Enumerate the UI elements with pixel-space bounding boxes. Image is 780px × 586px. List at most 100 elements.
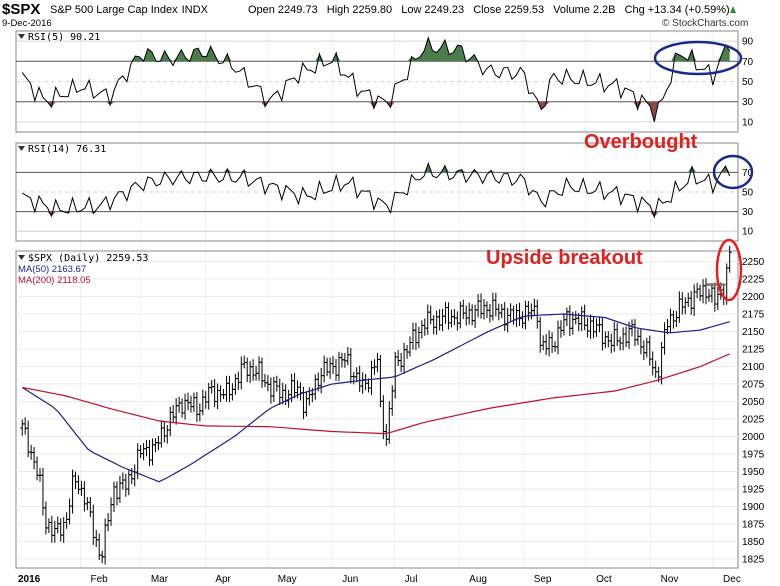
rsi-line — [21, 161, 731, 219]
oversold-fill — [43, 101, 663, 122]
ohlc-bar — [342, 352, 347, 368]
ohlc-bar — [76, 475, 81, 495]
ohlc-bar — [268, 377, 273, 404]
ohlc-bar — [307, 387, 312, 406]
ohlc-bar — [239, 356, 244, 390]
rsi14-highlight-circle — [712, 154, 754, 190]
panel-frame — [15, 250, 739, 569]
ohlc-bar — [73, 471, 78, 490]
x-tick-label: Jul — [405, 574, 418, 585]
ohlc-bar — [410, 322, 415, 350]
ohlc-bar — [446, 302, 451, 330]
ohlc-bar — [561, 313, 566, 336]
ohlc-bar — [177, 396, 182, 413]
ohlc-bar — [153, 438, 158, 453]
y-tick-label: 30 — [742, 207, 754, 218]
ohlc-bar — [680, 291, 685, 315]
ohlc-readout: Open 2249.73 High 2259.80 Low 2249.23 Close… — [248, 4, 730, 16]
ohlc-bar — [183, 393, 188, 420]
ohlc-bar — [632, 319, 637, 347]
ohlc-bar — [689, 290, 694, 315]
index-name-label: S&P 500 Large Cap Index INDX — [50, 4, 209, 16]
ohlc-bar — [203, 391, 208, 409]
ma50-line — [21, 313, 730, 483]
ohlc-bar — [233, 373, 238, 395]
ohlc-bar — [603, 331, 608, 349]
ohlc-bar — [20, 419, 25, 436]
ohlc-bar — [123, 473, 128, 497]
ohlc-bar — [641, 340, 646, 360]
y-tick-label: 70 — [742, 57, 754, 68]
ohlc-bar — [194, 391, 199, 422]
ohlc-bar — [470, 304, 475, 326]
x-tick-label: Feb — [91, 574, 109, 585]
ohlc-bar — [91, 504, 96, 545]
ohlc-bar — [292, 372, 297, 399]
ohlc-bar — [695, 282, 700, 299]
date-label: 9-Dec-2016 — [2, 18, 52, 29]
ohlc-bar — [159, 420, 164, 448]
ohlc-bar — [526, 301, 531, 321]
overbought-fill — [131, 37, 730, 62]
x-tick-label: Apr — [215, 574, 231, 585]
y-tick-label: 1900 — [742, 502, 765, 513]
ohlc-bar — [387, 401, 392, 444]
ohlc-bar — [333, 358, 338, 381]
ohlc-bar — [188, 395, 193, 413]
y-tick-label: 1875 — [742, 519, 765, 530]
watermark: © StockCharts.com — [662, 18, 748, 29]
ohlc-bar — [564, 307, 569, 327]
ohlc-bar — [351, 371, 356, 385]
ohlc-bar — [402, 342, 407, 374]
ohlc-bar — [644, 337, 649, 358]
rsi-line — [21, 36, 731, 122]
ohlc-bar — [550, 332, 555, 353]
ohlc-bar — [499, 303, 504, 319]
ohlc-bar — [698, 284, 703, 302]
ohlc-bar — [23, 417, 28, 435]
rsi-legend: RSI(14) 76.31 — [28, 144, 106, 155]
ohlc-bar — [481, 299, 486, 320]
ohlc-bar — [257, 356, 262, 381]
y-tick-label: 1825 — [742, 554, 765, 565]
ohlc-bar — [529, 303, 534, 320]
rsi-legend: RSI(5) 90.21 — [28, 32, 100, 43]
ohlc-bar — [668, 308, 673, 334]
ohlc-bar — [49, 515, 54, 543]
oversold-fill — [30, 211, 659, 218]
legend-marker-icon — [18, 146, 25, 151]
ohlc-bar — [82, 481, 87, 512]
y-tick-label: 1850 — [742, 537, 765, 548]
ohlc-bar — [461, 299, 466, 320]
y-tick-label: 50 — [742, 77, 754, 88]
ohlc-bar — [331, 356, 336, 375]
ohlc-bar — [505, 307, 510, 333]
ohlc-bar — [703, 278, 708, 305]
ohlc-bar — [443, 301, 448, 324]
ohlc-bar — [265, 375, 270, 392]
y-tick-label: 2025 — [742, 414, 765, 425]
ohlc-bar — [88, 496, 93, 518]
y-tick-label: 2175 — [742, 309, 765, 320]
ohlc-bar — [674, 311, 679, 328]
ohlc-bar — [558, 320, 563, 338]
y-tick-label: 2125 — [742, 344, 765, 355]
ohlc-bar — [112, 481, 117, 513]
ohlc-bar — [245, 357, 250, 383]
ohlc-bar — [514, 304, 519, 328]
ohlc-bar — [251, 359, 256, 381]
ohlc-bar — [191, 392, 196, 413]
ohlc-bar — [701, 279, 706, 304]
ohlc-bar — [407, 336, 412, 357]
ohlc-bar — [147, 439, 152, 467]
price-panel: 1825 1850 1875 1900 1925 1950 1975 2000 2025 2050… — [15, 245, 765, 569]
ohlc-bar — [200, 389, 205, 416]
y-tick-label: 2000 — [742, 432, 765, 443]
ohlc-bar — [419, 320, 424, 339]
rsi14-panel: 10 30 50 70 RSI(14) 76.31 — [15, 142, 754, 242]
ohlc-bar — [573, 311, 578, 325]
ohlc-bar — [532, 298, 537, 316]
rsi5-panel: 10 30 50 70 90 RSI(5) 90.21 — [15, 30, 754, 133]
x-axis: 2016 Feb Mar Apr May Jun Jul Aug Sep Oct Nov Dec — [15, 31, 741, 585]
